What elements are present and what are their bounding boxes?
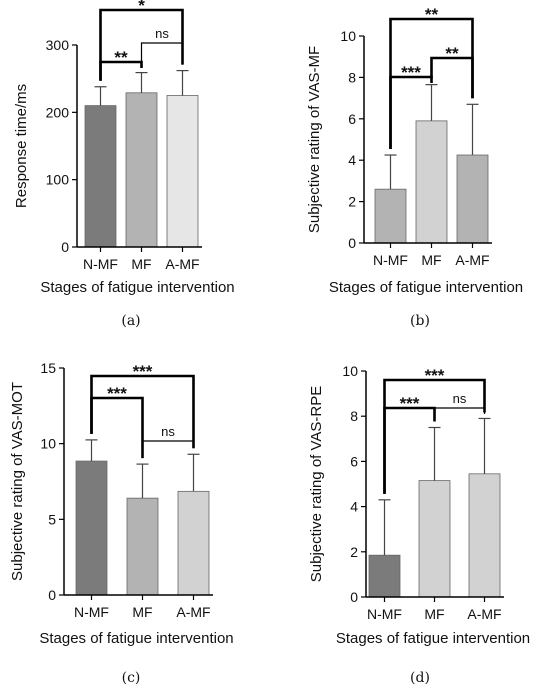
chart1-y-tick-label-5: 10: [340, 28, 356, 44]
panel-label-a: (a): [121, 313, 141, 329]
chart0-y-tick-label-0: 0: [61, 239, 69, 255]
chart2-y-tick-label-3: 15: [40, 360, 56, 376]
chart3-sig-bracket-1: [433, 407, 486, 422]
chart3-y-tick-label-2: 4: [350, 499, 358, 515]
chart1-sig-bracket-2: [389, 17, 474, 150]
chart0-y-tick-label-3: 300: [46, 37, 70, 53]
chart0-bar-2: [166, 95, 199, 248]
chart2-sig-bracket-0: [90, 396, 144, 459]
chart1-bar-2: [456, 154, 489, 244]
chart2-x-tick-label-1: MF: [132, 604, 152, 620]
chart0-bar-1: [125, 92, 158, 248]
chart3-sig-bracket-2: [383, 378, 486, 494]
chart2-sig-label-0: ***: [107, 384, 127, 403]
chart3-x-tick-label-1: MF: [424, 606, 444, 622]
chart3-x-axis-label: Stages of fatigue intervention: [336, 630, 530, 647]
chart3-sig-label-1: ns: [453, 391, 467, 406]
chart1-sig-label-2: **: [425, 5, 439, 24]
panel-label-d: (d): [410, 670, 430, 686]
chart2-sig-bracket-2: [90, 374, 195, 449]
chart3-sig-label-2: ***: [425, 366, 445, 385]
chart2-x-tick-label-2: A-MF: [176, 604, 210, 620]
chart1-y-tick-label-2: 4: [348, 152, 356, 168]
chart0-bar-0: [84, 105, 117, 248]
chart1-bar-1: [415, 120, 448, 244]
chart0-sig-label-0: **: [114, 48, 128, 67]
chart2-x-axis-label: Stages of fatigue intervention: [39, 630, 233, 647]
chart3-bar-1: [418, 480, 451, 598]
chart3-y-axis-label: Subjective rating of VAS-RPE: [308, 386, 325, 582]
chart0-x-tick-label-2: A-MF: [165, 256, 199, 272]
chart2-sig-label-1: ns: [161, 424, 175, 439]
chart1-x-tick-label-2: A-MF: [455, 252, 489, 268]
chart0-x-tick-label-1: MF: [131, 256, 151, 272]
chart1-x-tick-label-1: MF: [421, 252, 441, 268]
chart3-x-tick-label-0: N-MF: [367, 606, 402, 622]
chart2-sig-bracket-1: [141, 440, 195, 459]
chart2-y-tick-label-1: 5: [48, 511, 56, 527]
chart1-y-tick-label-0: 0: [348, 235, 356, 251]
chart0-sig-bracket-2: [99, 8, 184, 81]
chart2-bar-2: [177, 490, 210, 596]
chart3-sig-label-0: ***: [400, 394, 420, 413]
chart1-bar-0: [374, 188, 407, 244]
chart2-bar-0: [75, 460, 108, 596]
chart0-sig-label-2: *: [138, 0, 145, 15]
chart3-y-tick-label-5: 10: [342, 363, 358, 379]
chart0-sig-label-1: ns: [155, 26, 169, 41]
chart1-x-axis-label: Stages of fatigue intervention: [329, 279, 523, 296]
chart3-y-tick-label-3: 6: [350, 453, 358, 469]
chart1-y-tick-label-1: 2: [348, 194, 356, 210]
chart0-sig-bracket-1: [140, 42, 184, 67]
chart1-y-tick-label-3: 6: [348, 111, 356, 127]
chart3-y-tick-label-1: 2: [350, 544, 358, 560]
chart3-bar-0: [368, 554, 401, 598]
panel-label-c: (c): [121, 670, 141, 686]
chart3-y-tick-label-4: 8: [350, 408, 358, 424]
chart3-x-tick-label-2: A-MF: [467, 606, 501, 622]
chart0-y-tick-label-1: 100: [46, 172, 70, 188]
chart2-bar-1: [126, 497, 159, 596]
panel-label-b: (b): [410, 313, 430, 329]
chart1-y-tick-label-4: 8: [348, 69, 356, 85]
chart0-x-axis-label: Stages of fatigue intervention: [40, 279, 234, 296]
chart0-y-tick-label-2: 200: [46, 104, 70, 120]
chart2-y-axis-label: Subjective rating of VAS-MOT: [9, 382, 26, 581]
chart3-y-tick-label-0: 0: [350, 589, 358, 605]
chart3-bar-2: [468, 473, 501, 598]
chart2-sig-label-2: ***: [133, 362, 153, 381]
chart1-sig-label-1: **: [445, 44, 459, 63]
chart1-sig-label-0: ***: [401, 63, 421, 82]
chart2-x-tick-label-0: N-MF: [74, 604, 109, 620]
chart0-x-tick-label-0: N-MF: [83, 256, 118, 272]
chart0-y-axis-label: Response time/ms: [13, 84, 30, 208]
chart1-y-axis-label: Subjective rating of VAS-MF: [306, 46, 323, 233]
chart1-sig-bracket-1: [430, 56, 474, 99]
chart2-y-tick-label-2: 10: [40, 436, 56, 452]
chart2-y-tick-label-0: 0: [48, 587, 56, 603]
chart1-x-tick-label-0: N-MF: [373, 252, 408, 268]
